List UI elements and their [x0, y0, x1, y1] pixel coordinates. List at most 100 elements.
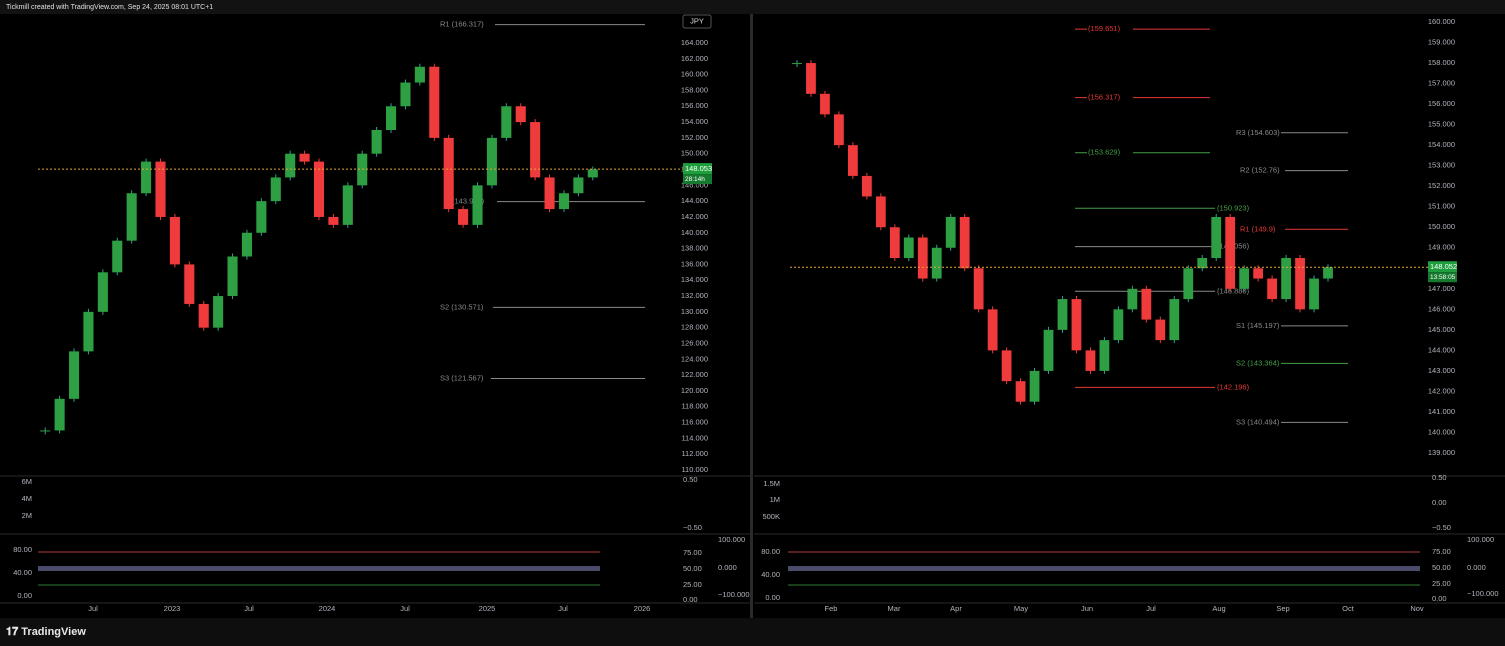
pivot-label: (153.629) — [1088, 148, 1121, 157]
candle — [530, 122, 541, 178]
x-tick-label: 2025 — [479, 604, 496, 613]
y-tick-label: 134.000 — [681, 275, 708, 284]
candle — [931, 247, 942, 279]
y-tick-label: 160.000 — [1428, 17, 1455, 26]
price-tag — [683, 163, 712, 175]
candle — [945, 216, 956, 248]
y-tick-label: 149.000 — [1428, 243, 1455, 252]
y-tick-label: 142.000 — [681, 212, 708, 221]
y-tick-label: 124.000 — [681, 354, 708, 363]
currency-label: JPY — [690, 16, 704, 25]
y-tick-label: 132.000 — [681, 291, 708, 300]
x-tick-label: 2023 — [164, 604, 181, 613]
y-tick-label: 138.000 — [681, 244, 708, 253]
candle — [169, 216, 180, 265]
candle — [213, 296, 224, 328]
volume-axis-label: 0.50 — [683, 475, 698, 484]
pivot-label-bg — [1216, 286, 1262, 297]
candle — [903, 237, 914, 259]
y-tick-label: 136.000 — [681, 259, 708, 268]
candle — [1085, 350, 1096, 371]
volume-axis-label: −0.50 — [1432, 523, 1451, 532]
candle — [68, 351, 80, 399]
y-tick-label: 155.000 — [1428, 120, 1455, 129]
candle — [386, 106, 397, 130]
pivot-label-bg — [439, 373, 485, 384]
osc-axis-label: −100.000 — [1467, 589, 1499, 598]
right-panes — [754, 475, 1505, 604]
candle — [1043, 329, 1054, 371]
pivot-label: (156.317) — [1088, 93, 1121, 102]
y-tick-label: 157.000 — [1428, 79, 1455, 88]
pivot-label-bg — [1087, 92, 1133, 103]
candle — [97, 272, 108, 312]
candle — [1099, 340, 1110, 371]
footer-brand: 𝟏𝟕 TradingView — [6, 626, 86, 638]
countdown-label: 13:58:05 — [1430, 274, 1456, 281]
y-tick-label: 122.000 — [681, 370, 708, 379]
price-tag-label: 148.052 — [1430, 262, 1457, 271]
y-tick-label: 150.000 — [1428, 222, 1455, 231]
volume-axis-label: 6M — [22, 477, 32, 486]
pivot-label: S2 (143.364) — [1236, 358, 1280, 367]
candle — [429, 66, 440, 138]
y-tick-label: 160.000 — [681, 70, 708, 79]
candle — [256, 201, 267, 233]
countdown-tag — [1428, 272, 1457, 283]
y-tick-label: 154.000 — [1428, 140, 1455, 149]
osc-axis-label: 0.00 — [1432, 594, 1447, 603]
candle — [917, 237, 928, 279]
osc-axis-label: −100.000 — [718, 590, 750, 599]
y-tick-label: 152.000 — [681, 133, 708, 142]
osc-axis-label: 100.000 — [1467, 535, 1494, 544]
header-bar — [0, 0, 1505, 14]
y-tick-label: 144.000 — [681, 196, 708, 205]
x-tick-label: Aug — [1212, 604, 1225, 613]
candle — [443, 137, 454, 210]
candle — [342, 185, 353, 225]
volume-axis-label: 1M — [770, 495, 780, 504]
pivot-label: S2 (130.571) — [440, 302, 484, 311]
x-tick-label: Feb — [825, 604, 838, 613]
candle — [184, 264, 195, 304]
osc-axis-label: 100.000 — [718, 535, 745, 544]
x-tick-label: Jul — [244, 604, 254, 613]
pivot-label-bg — [1087, 147, 1133, 158]
candle — [458, 209, 469, 225]
x-tick-label: Jul — [1146, 604, 1156, 613]
x-tick-label: Oct — [1342, 604, 1355, 613]
candle — [1211, 216, 1222, 259]
candle — [371, 129, 382, 154]
candle — [414, 66, 425, 83]
y-tick-label: 118.000 — [681, 402, 708, 411]
pivot-label-bg — [439, 19, 485, 30]
osc-axis-label: 80.00 — [13, 545, 32, 554]
candle — [792, 63, 802, 65]
pivot-label-bg — [1235, 358, 1281, 369]
countdown-tag — [683, 174, 712, 185]
osc-axis-label: 50.00 — [683, 564, 702, 573]
osc-axis-label: 25.00 — [1432, 579, 1451, 588]
candle — [141, 161, 152, 194]
candle — [83, 311, 94, 352]
candle — [1015, 381, 1026, 402]
pivot-label: (146.880) — [1217, 286, 1250, 295]
candle — [973, 268, 984, 310]
y-tick-label: 116.000 — [681, 418, 708, 427]
y-tick-label: 120.000 — [681, 386, 708, 395]
brand-name: TradingView — [21, 626, 86, 638]
pivot-label-bg — [1239, 165, 1285, 176]
candle — [40, 430, 51, 432]
y-tick-label: 112.000 — [681, 449, 708, 458]
countdown-label: 28:14h — [685, 176, 705, 183]
candle — [806, 63, 816, 94]
pivot-label: S3 (140.494) — [1236, 417, 1280, 426]
candle — [1141, 288, 1152, 320]
x-tick-label: Jul — [400, 604, 410, 613]
header-title: Tickmill created with TradingView.com, S… — [6, 4, 213, 11]
candle — [834, 114, 844, 146]
x-tick-label: Mar — [888, 604, 901, 613]
price-tag-label: 148.053 — [685, 164, 712, 173]
y-tick-label: 164.000 — [681, 38, 708, 47]
y-tick-label: 126.000 — [681, 338, 708, 347]
